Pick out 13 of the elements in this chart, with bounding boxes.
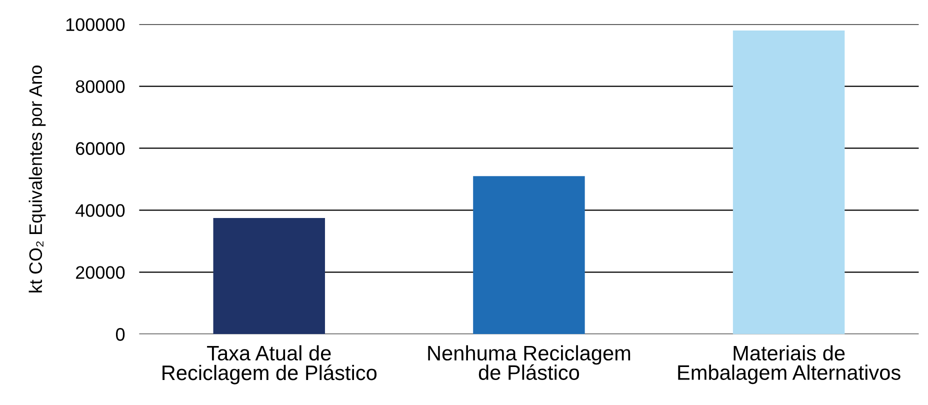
y-axis-title: kt CO₂ Equivalentes por Ano <box>28 66 46 292</box>
y-tick-label: 100000 <box>66 18 125 32</box>
y-tick-label: 60000 <box>76 142 125 155</box>
x-tick-label: Taxa Atual de Reciclagem de Plástico <box>162 345 377 384</box>
y-tick-label: 20000 <box>76 266 125 279</box>
x-tick-label: Materiais de Embalagem Alternativos <box>678 345 900 384</box>
y-tick-label: 40000 <box>76 204 125 217</box>
x-tick-label: Nenhuma Reciclagem de Plástico <box>428 345 630 380</box>
y-tick-label: 80000 <box>76 80 125 93</box>
y-tick-label: 0 <box>116 328 125 341</box>
bar <box>213 218 325 334</box>
bar <box>732 30 845 334</box>
bar <box>473 176 585 334</box>
